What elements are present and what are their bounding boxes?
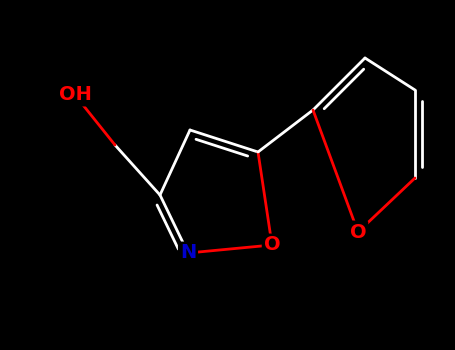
Text: N: N [180,244,196,262]
Text: O: O [350,223,366,241]
Text: OH: OH [59,85,91,105]
Text: O: O [264,236,280,254]
